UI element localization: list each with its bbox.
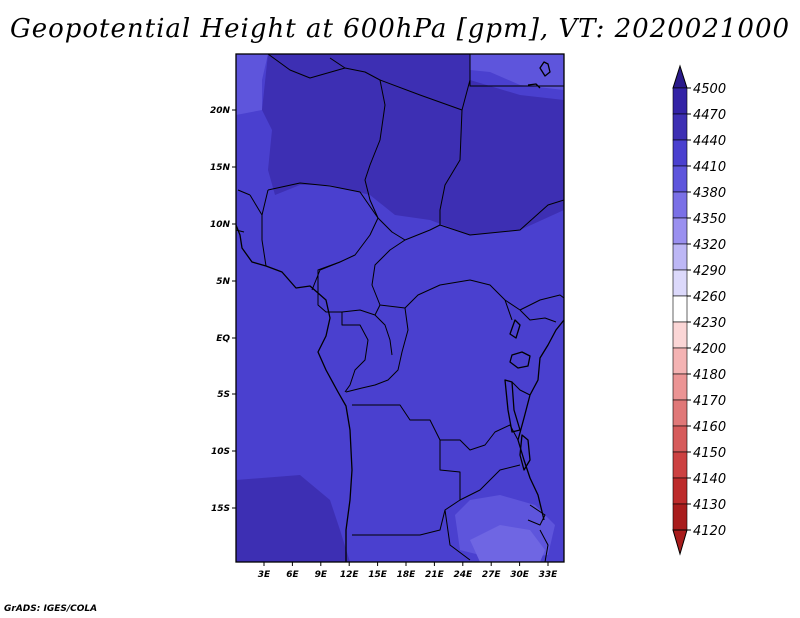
colorbar-segment (672, 217, 688, 245)
colorbar-label: 4320 (693, 238, 726, 253)
colorbar-label: 4410 (693, 160, 726, 175)
colorbar-label: 4470 (693, 108, 726, 123)
colorbar-label: 4350 (693, 212, 726, 227)
lon-tick-label: 24E (453, 570, 473, 580)
colorbar-label: 4380 (693, 186, 726, 201)
lat-tick-label: 10S (211, 447, 230, 457)
colorbar-label: 4200 (693, 342, 726, 357)
lat-tick-label: 5S (217, 390, 230, 400)
lon-tick-label: 21E (425, 570, 445, 580)
colorbar-label: 4160 (693, 420, 726, 435)
colorbar-segment (672, 451, 688, 479)
colorbar-label: 4180 (693, 368, 726, 383)
colorbar-label: 4260 (693, 290, 726, 305)
colorbar-segment (672, 243, 688, 271)
colorbar-label: 4120 (693, 524, 726, 539)
colorbar-segment (672, 269, 688, 297)
colorbar-segment (672, 113, 688, 141)
map-frame (235, 53, 565, 563)
field-high-north (262, 54, 564, 235)
lon-tick-label: 30E (510, 570, 530, 580)
credit-text: GrADS: IGES/COLA (4, 604, 98, 614)
lon-tick-label: 9E (315, 570, 328, 580)
colorbar-segment (672, 503, 688, 531)
colorbar-segment (672, 165, 688, 193)
field-low-northwest (236, 54, 268, 115)
longitude-axis: 3E 6E 9E 12E 15E 18E 21E 24E 27E 30E 33E (258, 562, 558, 580)
colorbar-label: 4130 (693, 498, 726, 513)
lat-tick-label: 15S (211, 504, 230, 514)
colorbar-segment (672, 425, 688, 453)
colorbar-label: 4140 (693, 472, 726, 487)
colorbar-label: 4170 (693, 394, 726, 409)
colorbar-max-arrow (672, 64, 688, 89)
colorbar-segment (672, 399, 688, 427)
colorbar-segment (672, 139, 688, 167)
colorbar-label: 4440 (693, 134, 726, 149)
field-lowest-southeast (470, 525, 545, 562)
colorbar-segment (672, 191, 688, 219)
lon-tick-label: 33E (539, 570, 559, 580)
colorbar-segment (672, 373, 688, 401)
colorbar-label: 4500 (693, 82, 726, 97)
latitude-axis: 20N 15N 10N 5N EQ 5S 10S 15S (210, 106, 236, 514)
colorbar-label: 4230 (693, 316, 726, 331)
chart-title: Geopotential Height at 600hPa [gpm], VT:… (9, 14, 791, 44)
lat-tick-label: 20N (210, 106, 231, 116)
field-high-southwest (236, 475, 350, 562)
lat-tick-label: 5N (216, 277, 230, 287)
lat-tick-label: 10N (210, 220, 231, 230)
lon-tick-label: 6E (286, 570, 299, 580)
lat-tick-label: 15N (210, 163, 231, 173)
colorbar-label: 4290 (693, 264, 726, 279)
borders (236, 54, 564, 562)
lon-tick-label: 27E (482, 570, 502, 580)
lon-tick-label: 12E (340, 570, 360, 580)
lon-tick-label: 18E (397, 570, 417, 580)
colorbar-min-arrow (672, 529, 688, 556)
lon-tick-label: 3E (258, 570, 271, 580)
colorbar-segment (672, 295, 688, 323)
field-low-northeast (470, 54, 564, 90)
colorbar-label: 4150 (693, 446, 726, 461)
colorbar-segment (672, 87, 688, 115)
lat-tick-label: EQ (216, 334, 230, 344)
colorbar-segment (672, 321, 688, 349)
coastlines (236, 61, 564, 562)
lon-tick-label: 15E (368, 570, 388, 580)
colorbar: 4500 4470 4440 4410 4380 4350 4320 4290 4260 4230… (672, 64, 726, 556)
colorbar-segment (672, 477, 688, 505)
colorbar-segment (672, 347, 688, 375)
map-field (236, 54, 564, 562)
